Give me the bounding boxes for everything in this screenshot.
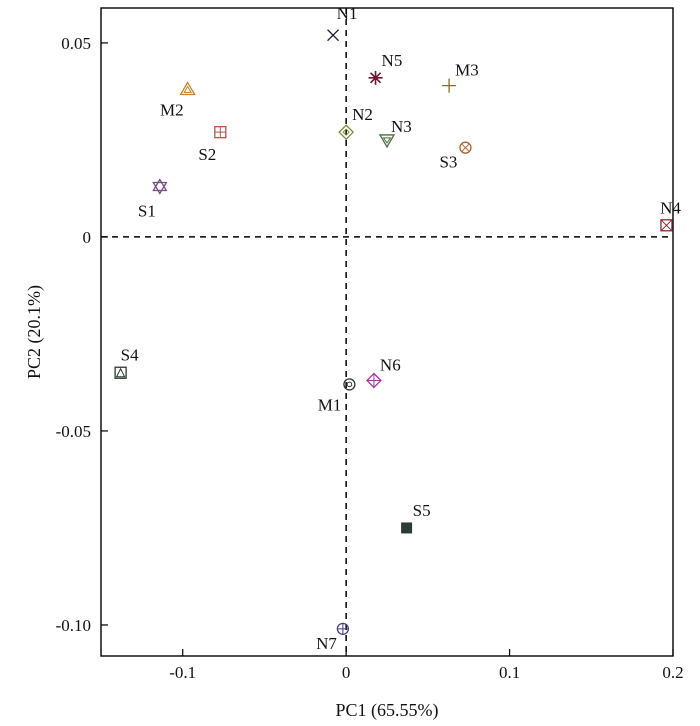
point-label: N5 — [382, 51, 403, 70]
y-tick-label: -0.05 — [56, 422, 91, 441]
y-tick-label: -0.10 — [56, 616, 91, 635]
point-label: N3 — [391, 117, 412, 136]
point-label: S5 — [413, 501, 431, 520]
point-n4: N4 — [660, 198, 681, 232]
marker-star — [152, 178, 168, 195]
data-points: N1 N5 M3 M2 S2 N2 N3 S3 S1 N4 S4 N6 M1 S5 N7 — [114, 4, 681, 653]
point-label: N4 — [660, 198, 681, 217]
marker-triangle — [179, 81, 196, 96]
point-label: M3 — [455, 61, 479, 80]
marker-circle-dot — [343, 378, 356, 391]
x-tick-label: -0.1 — [169, 663, 196, 682]
point-label: M1 — [318, 395, 342, 414]
point-label: S2 — [198, 145, 216, 164]
marker-square-plus — [214, 126, 227, 139]
point-n2: N2 — [338, 105, 373, 141]
marker-filled-square — [401, 522, 413, 534]
point-label: N1 — [337, 4, 358, 23]
point-label: S1 — [138, 201, 156, 220]
point-label: S4 — [121, 346, 139, 365]
point-label: M2 — [160, 100, 184, 119]
point-s1: S1 — [138, 178, 168, 220]
marker-diamond — [338, 124, 355, 141]
point-m2: M2 — [160, 81, 196, 119]
point-label: N7 — [316, 634, 337, 653]
y-axis-ticks: 0.05 0 -0.05 -0.10 — [56, 34, 108, 635]
point-label: N2 — [352, 105, 373, 124]
marker-square-x — [660, 219, 673, 232]
y-axis-title: PC2 (20.1%) — [24, 285, 45, 379]
point-n7: N7 — [316, 622, 350, 653]
point-n3: N3 — [378, 117, 412, 149]
marker-plus — [442, 78, 457, 93]
marker-x — [327, 29, 340, 42]
point-s2: S2 — [198, 126, 227, 164]
x-tick-label: 0.2 — [662, 663, 683, 682]
point-n5: N5 — [368, 51, 403, 85]
marker-square-triangle — [114, 366, 127, 379]
point-n1: N1 — [327, 4, 358, 42]
point-n6: N6 — [366, 356, 401, 389]
reference-lines — [101, 8, 673, 656]
marker-asterisk — [368, 70, 383, 85]
point-m3: M3 — [442, 61, 479, 93]
y-tick-label: 0.05 — [61, 34, 91, 53]
marker-circle-plus — [336, 622, 350, 635]
x-axis-title: PC1 (65.55%) — [336, 700, 439, 721]
point-m1: M1 — [318, 378, 356, 414]
plot-frame — [100, 7, 674, 657]
x-tick-label: 0 — [342, 663, 351, 682]
point-s4: S4 — [114, 346, 139, 379]
y-tick-label: 0 — [83, 228, 92, 247]
point-s3: S3 — [439, 141, 472, 172]
marker-triangle-down — [378, 134, 396, 149]
marker-diamond-plus — [366, 372, 382, 389]
marker-circle-x — [459, 141, 472, 154]
point-s5: S5 — [401, 501, 431, 534]
x-tick-label: 0.1 — [499, 663, 520, 682]
point-label: S3 — [439, 153, 457, 172]
point-label: N6 — [380, 356, 401, 375]
x-axis-ticks: -0.1 0 0.1 0.2 — [169, 649, 684, 682]
